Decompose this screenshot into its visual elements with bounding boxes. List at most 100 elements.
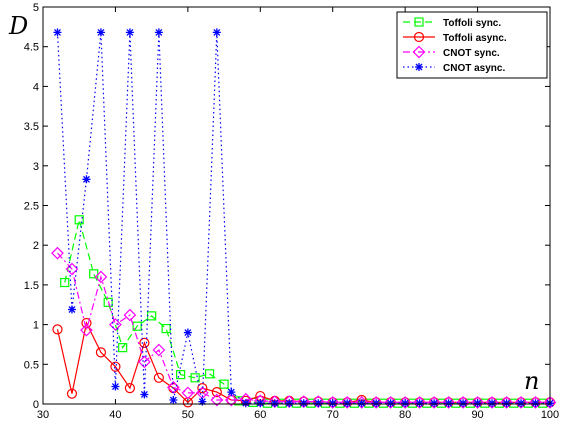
data-point-cnot-sync — [181, 386, 195, 400]
x-tick-label: 60 — [254, 409, 266, 421]
data-point-cnot-async — [96, 28, 105, 37]
legend-marker — [412, 45, 426, 59]
x-tick-label: 100 — [541, 409, 559, 421]
data-point-cnot-async — [270, 399, 279, 408]
data-point-cnot-sync — [442, 396, 455, 409]
data-point-cnot-async — [401, 399, 410, 408]
data-point-toffoli-sync — [118, 343, 128, 353]
data-point-cnot-async — [82, 175, 91, 184]
data-point-cnot-sync — [485, 396, 499, 409]
data-point-cnot-sync — [355, 396, 369, 409]
data-point-cnot-sync — [340, 396, 354, 409]
data-point-cnot-async — [314, 399, 323, 408]
y-tick-label: 2.5 — [24, 201, 39, 213]
data-point-cnot-sync — [413, 396, 426, 409]
data-point-cnot-async — [198, 397, 207, 406]
data-point-cnot-async — [169, 396, 178, 405]
data-point-cnot-sync — [138, 355, 151, 369]
data-point-cnot-sync — [471, 396, 484, 409]
data-point-toffoli-async — [139, 337, 150, 348]
legend-item: Toffoli sync. — [403, 17, 501, 29]
y-tick-label: 2 — [33, 240, 39, 252]
y-tick-label: 4 — [33, 81, 39, 93]
data-point-cnot-sync — [529, 396, 542, 409]
data-point-cnot-async — [502, 399, 511, 408]
data-point-cnot-async — [386, 399, 395, 408]
data-point-cnot-async — [53, 28, 62, 37]
y-tick-label: 0.5 — [24, 359, 39, 371]
series-layer — [51, 28, 557, 409]
data-point-cnot-async — [444, 399, 453, 408]
data-point-cnot-sync — [210, 393, 224, 407]
legend-item: Toffoli async. — [403, 31, 507, 44]
data-point-cnot-async — [285, 399, 294, 408]
data-point-cnot-sync — [51, 246, 64, 260]
x-tick-label: 90 — [471, 409, 483, 421]
data-point-toffoli-sync — [176, 370, 186, 380]
data-point-toffoli-async — [52, 324, 63, 335]
legend-item: CNOT async. — [403, 63, 505, 74]
data-point-cnot-sync — [543, 396, 557, 409]
data-point-cnot-sync — [369, 396, 383, 409]
data-point-cnot-async — [343, 399, 352, 408]
data-point-toffoli-async — [95, 347, 107, 358]
data-point-toffoli-async — [153, 372, 164, 383]
data-point-toffoli-sync — [190, 373, 200, 383]
legend-marker — [414, 17, 424, 27]
data-point-cnot-async — [372, 399, 381, 408]
data-point-toffoli-sync — [204, 369, 215, 379]
data-point-toffoli-sync — [74, 215, 84, 225]
legend: Toffoli sync. Toffoli async. CNOT sync. CNO… — [396, 11, 548, 79]
y-tick-label: 1 — [33, 320, 39, 332]
data-point-cnot-sync — [109, 318, 122, 331]
data-point-cnot-sync — [514, 396, 528, 409]
y-tick-label: 1.5 — [24, 280, 39, 292]
legend-label: CNOT async. — [443, 63, 505, 74]
y-axis-label: D — [8, 12, 28, 40]
x-tick-label: 40 — [109, 409, 121, 421]
data-point-cnot-sync — [224, 393, 238, 407]
data-point-cnot-async — [125, 28, 134, 37]
legend-label: CNOT sync. — [443, 48, 500, 59]
data-point-cnot-async — [459, 399, 468, 408]
data-point-toffoli-async — [197, 383, 208, 394]
legend-marker — [415, 63, 423, 71]
data-point-cnot-async — [111, 382, 120, 391]
data-point-toffoli-async — [81, 317, 92, 329]
data-point-cnot-sync — [384, 396, 398, 409]
data-point-toffoli-sync — [60, 277, 70, 288]
data-point-cnot-async — [430, 399, 439, 408]
data-point-cnot-async — [328, 399, 337, 408]
data-point-toffoli-sync — [89, 269, 99, 279]
data-point-cnot-sync — [326, 396, 340, 409]
plot-frame — [42, 6, 551, 405]
data-point-cnot-async — [154, 28, 163, 37]
data-point-cnot-sync — [80, 323, 93, 337]
data-point-cnot-sync — [500, 396, 513, 409]
data-point-cnot-async — [517, 399, 526, 408]
x-axis-label: n — [524, 367, 539, 395]
y-tick-label: 4.5 — [24, 42, 39, 54]
data-point-toffoli-async — [66, 388, 78, 399]
legend-marker — [413, 31, 425, 43]
x-tick-label: 70 — [327, 409, 339, 421]
x-axis-ticks: 30 40 50 60 70 80 90 100 — [37, 7, 559, 421]
y-tick-label: 5 — [33, 2, 39, 14]
x-tick-label: 80 — [399, 409, 411, 421]
x-tick-label: 30 — [37, 409, 49, 421]
data-point-cnot-async — [140, 390, 149, 399]
data-point-cnot-async — [531, 399, 540, 408]
y-tick-label: 3 — [33, 161, 39, 173]
data-point-cnot-async — [357, 399, 366, 408]
data-point-cnot-sync — [398, 396, 412, 409]
x-tick-label: 50 — [182, 409, 194, 421]
data-point-toffoli-sync — [103, 297, 113, 307]
data-point-toffoli-async — [110, 361, 121, 372]
data-point-cnot-async — [183, 328, 192, 337]
data-point-cnot-async — [415, 399, 424, 408]
series-cnot-async — [53, 28, 554, 408]
data-point-toffoli-sync — [132, 321, 142, 331]
data-point-cnot-async — [241, 399, 250, 408]
data-point-cnot-sync — [94, 270, 108, 284]
